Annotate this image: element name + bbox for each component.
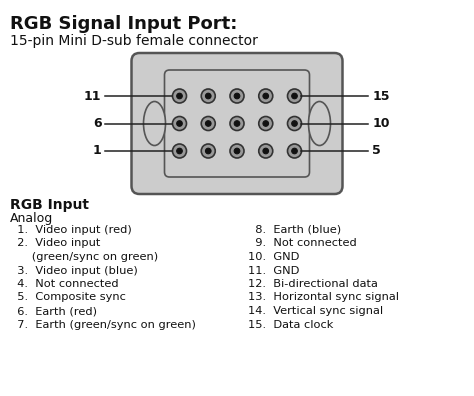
Text: 3.  Video input (blue): 3. Video input (blue) <box>10 265 138 276</box>
Circle shape <box>205 148 211 154</box>
Text: (green/sync on green): (green/sync on green) <box>10 252 158 262</box>
Circle shape <box>234 121 240 126</box>
Text: 1: 1 <box>93 145 101 158</box>
Text: 7.  Earth (green/sync on green): 7. Earth (green/sync on green) <box>10 320 196 329</box>
Circle shape <box>201 144 215 158</box>
Circle shape <box>234 148 240 154</box>
Text: 6.  Earth (red): 6. Earth (red) <box>10 306 97 316</box>
Circle shape <box>201 116 215 131</box>
Text: 11: 11 <box>84 89 101 103</box>
Circle shape <box>292 148 297 154</box>
FancyBboxPatch shape <box>131 53 343 194</box>
Circle shape <box>263 121 269 126</box>
Circle shape <box>230 116 244 131</box>
Text: 15: 15 <box>373 89 390 103</box>
Text: 12.  Bi-directional data: 12. Bi-directional data <box>248 279 378 289</box>
Circle shape <box>177 121 182 126</box>
Text: 10: 10 <box>373 117 390 130</box>
Circle shape <box>173 116 186 131</box>
Circle shape <box>177 93 182 99</box>
Text: RGB Signal Input Port:: RGB Signal Input Port: <box>10 15 237 33</box>
Circle shape <box>263 148 269 154</box>
Text: 1.  Video input (red): 1. Video input (red) <box>10 225 132 235</box>
Circle shape <box>234 93 240 99</box>
Circle shape <box>259 89 273 103</box>
Circle shape <box>259 144 273 158</box>
Circle shape <box>263 93 269 99</box>
Text: 15.  Data clock: 15. Data clock <box>248 320 333 329</box>
Circle shape <box>288 116 301 131</box>
Text: 2.  Video input: 2. Video input <box>10 238 100 249</box>
Text: 10.  GND: 10. GND <box>248 252 300 262</box>
Circle shape <box>205 121 211 126</box>
Text: 5: 5 <box>373 145 381 158</box>
FancyBboxPatch shape <box>164 70 310 177</box>
Circle shape <box>173 89 186 103</box>
Text: 4.  Not connected: 4. Not connected <box>10 279 118 289</box>
Circle shape <box>201 89 215 103</box>
Circle shape <box>292 93 297 99</box>
Text: 6: 6 <box>93 117 101 130</box>
Circle shape <box>288 144 301 158</box>
Text: 15-pin Mini D-sub female connector: 15-pin Mini D-sub female connector <box>10 34 258 48</box>
Text: 5.  Composite sync: 5. Composite sync <box>10 293 126 303</box>
Circle shape <box>288 89 301 103</box>
Text: 11.  GND: 11. GND <box>248 265 300 276</box>
Circle shape <box>259 116 273 131</box>
Text: 8.  Earth (blue): 8. Earth (blue) <box>248 225 341 235</box>
Ellipse shape <box>309 101 330 145</box>
Circle shape <box>177 148 182 154</box>
Text: 13.  Horizontal sync signal: 13. Horizontal sync signal <box>248 293 399 303</box>
Text: 14.  Vertical sync signal: 14. Vertical sync signal <box>248 306 383 316</box>
Text: Analog: Analog <box>10 212 53 225</box>
Ellipse shape <box>144 101 165 145</box>
Text: RGB Input: RGB Input <box>10 198 89 212</box>
Text: 9.  Not connected: 9. Not connected <box>248 238 357 249</box>
Circle shape <box>230 144 244 158</box>
Circle shape <box>173 144 186 158</box>
Circle shape <box>230 89 244 103</box>
Circle shape <box>205 93 211 99</box>
Circle shape <box>292 121 297 126</box>
